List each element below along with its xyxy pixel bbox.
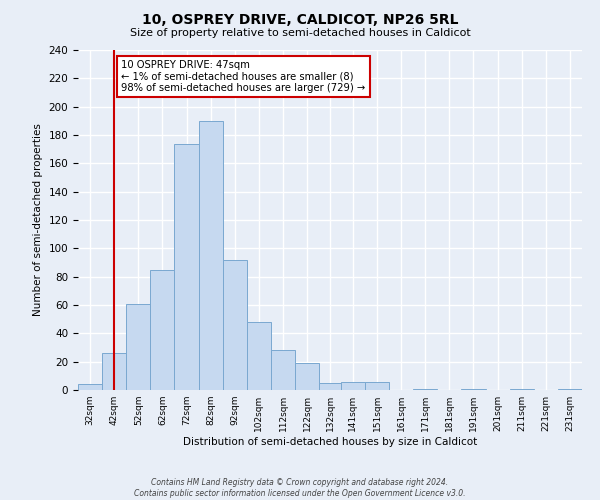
Bar [341, 382, 365, 390]
Bar [558, 388, 582, 390]
Bar [78, 384, 102, 390]
Bar [199, 121, 223, 390]
Bar [295, 363, 319, 390]
Bar [509, 388, 534, 390]
X-axis label: Distribution of semi-detached houses by size in Caldicot: Distribution of semi-detached houses by … [183, 437, 477, 447]
Text: 10 OSPREY DRIVE: 47sqm
← 1% of semi-detached houses are smaller (8)
98% of semi-: 10 OSPREY DRIVE: 47sqm ← 1% of semi-deta… [121, 60, 365, 93]
Bar [461, 388, 485, 390]
Bar [365, 382, 389, 390]
Text: 10, OSPREY DRIVE, CALDICOT, NP26 5RL: 10, OSPREY DRIVE, CALDICOT, NP26 5RL [142, 12, 458, 26]
Bar [319, 383, 341, 390]
Bar [271, 350, 295, 390]
Y-axis label: Number of semi-detached properties: Number of semi-detached properties [33, 124, 43, 316]
Bar [102, 353, 126, 390]
Bar [223, 260, 247, 390]
Bar [413, 388, 437, 390]
Bar [175, 144, 199, 390]
Text: Contains HM Land Registry data © Crown copyright and database right 2024.
Contai: Contains HM Land Registry data © Crown c… [134, 478, 466, 498]
Bar [151, 270, 175, 390]
Text: Size of property relative to semi-detached houses in Caldicot: Size of property relative to semi-detach… [130, 28, 470, 38]
Bar [126, 304, 151, 390]
Bar [247, 322, 271, 390]
